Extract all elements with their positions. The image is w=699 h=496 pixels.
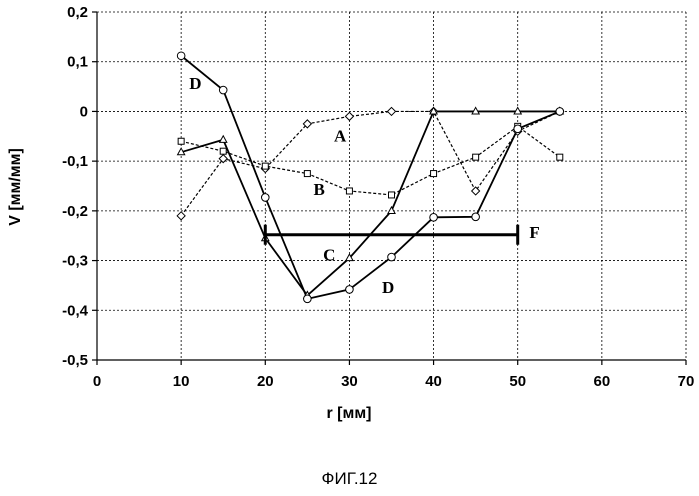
y-tick-label: 0,2 <box>67 4 88 21</box>
annotation-b-2: B <box>313 180 324 199</box>
marker-layer <box>177 52 564 303</box>
series-d-point <box>430 214 438 222</box>
x-tick-label: 30 <box>341 373 358 390</box>
series-d-point <box>219 86 227 94</box>
annotation-c-3: C <box>323 246 335 265</box>
figure-caption: ФИГ.12 <box>0 469 699 489</box>
series-c-point <box>388 207 395 214</box>
y-tick-label: -0,4 <box>62 302 89 319</box>
series-d-point <box>472 213 480 221</box>
series-a-point <box>345 112 353 120</box>
x-tick-label: 0 <box>93 373 101 390</box>
y-axis-label: V [мм/мм] <box>7 148 24 226</box>
series-d-point <box>388 253 396 261</box>
series-d-point <box>514 125 522 133</box>
series-c-line <box>181 111 560 295</box>
y-tick-label: 0 <box>80 103 88 120</box>
series-d-point <box>346 286 354 294</box>
x-tick-label: 70 <box>678 373 695 390</box>
series-b-point <box>346 188 352 194</box>
series-d-point <box>556 108 564 116</box>
x-tick-label: 10 <box>173 373 190 390</box>
x-tick-label: 50 <box>509 373 526 390</box>
series-b-point <box>473 154 479 160</box>
series-b-point <box>178 138 184 144</box>
chart: 0,2 0,1 0 -0,1 -0,2 -0,3 -0,4 -0,5 0 10 20 30 40 50 60… <box>0 0 699 466</box>
series-a-point <box>472 187 480 195</box>
annotation-d-4: D <box>382 278 394 297</box>
x-tick-label: 20 <box>257 373 274 390</box>
x-tick-label: 60 <box>594 373 611 390</box>
series-d-line <box>181 56 560 299</box>
series-b-point <box>557 154 563 160</box>
x-tick-label: 40 <box>425 373 442 390</box>
y-tick-label: -0,5 <box>62 352 88 369</box>
series-b-point <box>389 192 395 198</box>
series-a-point <box>388 107 396 115</box>
series-c-point <box>220 136 227 143</box>
series-b-point <box>431 171 437 177</box>
annotation-d-0: D <box>189 74 201 93</box>
y-tick-label: -0,1 <box>62 153 88 170</box>
series-b-point <box>304 171 310 177</box>
series-a-point <box>177 212 185 220</box>
y-tick-label: -0,3 <box>62 253 88 270</box>
annotation-f-5: F <box>529 223 539 242</box>
annotation-a-1: A <box>334 126 347 145</box>
series-b-point <box>262 163 268 169</box>
y-tick-label: -0,2 <box>62 203 88 220</box>
grid <box>97 12 686 360</box>
series-b-point <box>220 148 226 154</box>
series-d-point <box>261 194 269 202</box>
series-layer <box>181 56 560 299</box>
x-axis-label: r [мм] <box>327 405 372 422</box>
series-d-point <box>304 295 312 303</box>
series-d-point <box>177 52 185 60</box>
y-tick-label: 0,1 <box>67 54 88 71</box>
